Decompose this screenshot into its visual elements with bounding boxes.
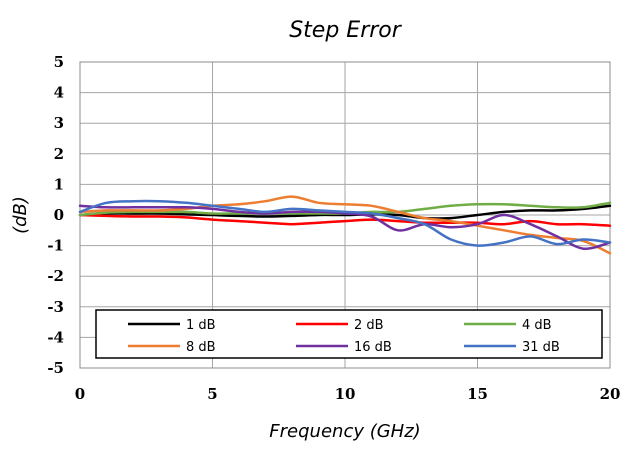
y-tick-label: 4 <box>54 84 64 102</box>
y-axis-title: (dB) <box>10 196 31 234</box>
y-tick-label: 3 <box>54 114 64 132</box>
legend-label: 2 dB <box>354 318 384 333</box>
series-lines <box>78 195 612 255</box>
legend-label: 8 dB <box>186 340 216 355</box>
legend-label: 4 dB <box>522 318 552 333</box>
y-tick-label: 2 <box>54 145 64 163</box>
y-tick-label: -5 <box>47 359 64 377</box>
y-tick-label: 0 <box>54 206 64 224</box>
y-tick-label: 1 <box>54 175 64 193</box>
series-line-1-db <box>78 204 612 220</box>
series-line-16-db <box>78 204 612 251</box>
series-line-8-db <box>78 195 612 255</box>
y-tick-label: -4 <box>47 328 64 346</box>
x-tick-label: 15 <box>467 385 488 403</box>
series-line-31-db <box>78 199 612 247</box>
y-tick-label: -2 <box>47 267 64 285</box>
x-tick-label: 5 <box>207 385 217 403</box>
x-tick-label: 0 <box>75 385 85 403</box>
y-tick-label: -1 <box>47 237 64 255</box>
y-tick-label: 5 <box>54 53 64 71</box>
y-tick-label: -3 <box>47 298 64 316</box>
x-tick-label: 10 <box>335 385 356 403</box>
legend-label: 1 dB <box>186 318 216 333</box>
legend-box <box>95 309 603 359</box>
x-tick-label: 20 <box>600 385 621 403</box>
chart-title: Step Error <box>289 18 403 43</box>
x-axis-title: Frequency (GHz) <box>269 421 420 442</box>
legend-label: 31 dB <box>522 340 560 355</box>
legend-label: 16 dB <box>354 340 392 355</box>
legend: 1 dB 2 dB 4 dB 8 dB 16 dB 31 dB <box>95 309 603 359</box>
